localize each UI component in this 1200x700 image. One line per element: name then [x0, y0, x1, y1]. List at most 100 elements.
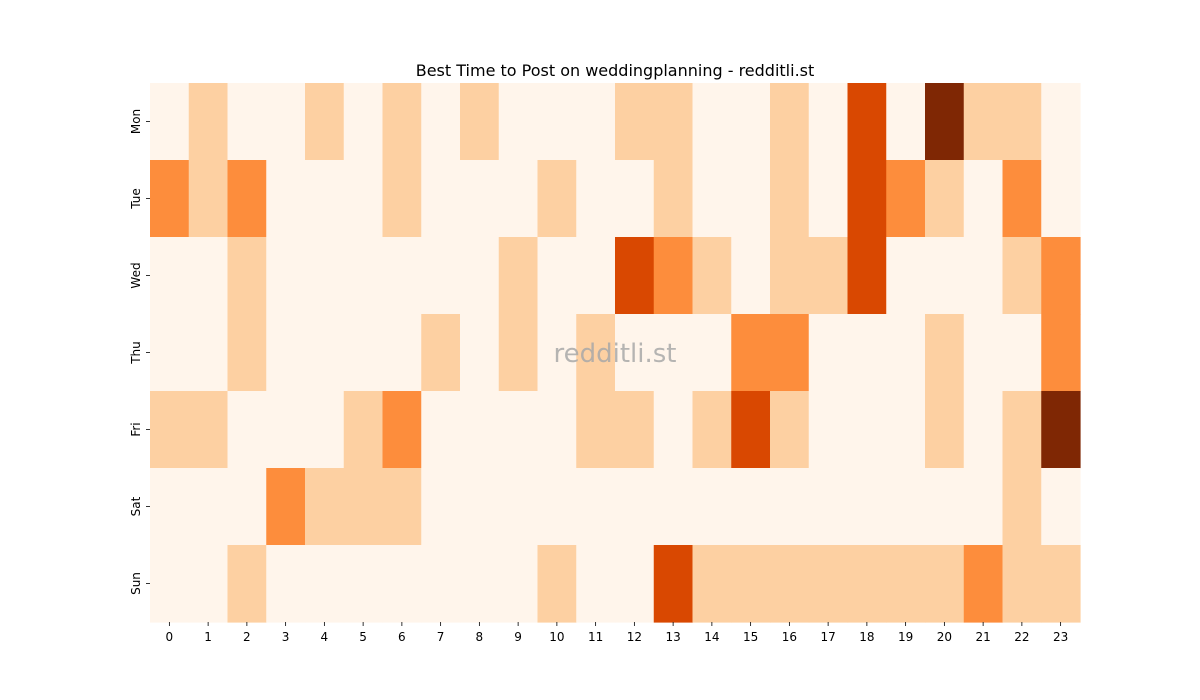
heatmap-cell-tue-17: [808, 160, 849, 238]
x-tick-label: 16: [782, 630, 797, 644]
heatmap-cell-wed-3: [266, 237, 306, 315]
heatmap-cell-fri-2: [227, 391, 267, 469]
heatmap-cell-sun-7: [421, 545, 461, 623]
watermark-text: redditli.st: [554, 339, 677, 369]
heatmap-cell-fri-19: [886, 391, 926, 469]
heatmap-cell-wed-2: [227, 237, 267, 315]
heatmap-cell-tue-14: [692, 160, 732, 238]
heatmap-cell-tue-7: [421, 160, 461, 238]
x-tick-label: 18: [859, 630, 874, 644]
x-tick-label: 23: [1053, 630, 1068, 644]
heatmap-cell-mon-0: [150, 83, 190, 161]
heatmap-cell-wed-22: [1002, 237, 1042, 315]
heatmap-cell-wed-8: [460, 237, 500, 315]
heatmap-cell-mon-17: [808, 83, 849, 161]
heatmap-cell-tue-1: [188, 160, 229, 238]
heatmap-cell-fri-10: [537, 391, 577, 469]
heatmap-cell-thu-9: [498, 314, 539, 392]
heatmap-cell-thu-17: [808, 314, 849, 392]
heatmap-cell-mon-8: [460, 83, 500, 161]
x-tick-label: 17: [820, 630, 835, 644]
y-tick-label: Thu: [129, 341, 143, 365]
heatmap-cell-wed-13: [653, 237, 694, 315]
heatmap-cell-tue-2: [227, 160, 267, 238]
x-tick-label: 5: [359, 630, 367, 644]
heatmap-cell-fri-5: [343, 391, 384, 469]
heatmap-cell-mon-3: [266, 83, 306, 161]
heatmap-cell-fri-23: [1041, 391, 1081, 469]
heatmap-cell-sat-3: [266, 468, 306, 546]
heatmap-cell-sat-5: [343, 468, 384, 546]
heatmap-cell-thu-0: [150, 314, 190, 392]
heatmap-cell-mon-18: [847, 83, 887, 161]
heatmap-cell-fri-16: [770, 391, 810, 469]
heatmap-cell-thu-11: [576, 314, 616, 392]
heatmap-cell-thu-18: [847, 314, 887, 392]
heatmap-cell-mon-10: [537, 83, 577, 161]
heatmap-cell-mon-21: [963, 83, 1004, 161]
x-tick-label: 6: [398, 630, 406, 644]
x-tick-label: 8: [476, 630, 484, 644]
heatmap-cell-fri-11: [576, 391, 616, 469]
heatmap-cell-thu-1: [188, 314, 229, 392]
heatmap-cell-thu-12: [615, 314, 655, 392]
x-tick-label: 14: [704, 630, 719, 644]
heatmap-cell-wed-19: [886, 237, 926, 315]
heatmap-cell-mon-14: [692, 83, 732, 161]
x-tick-label: 12: [627, 630, 642, 644]
heatmap-cell-wed-18: [847, 237, 887, 315]
heatmap-cell-fri-7: [421, 391, 461, 469]
x-tick-label: 19: [898, 630, 913, 644]
heatmap-cell-sun-16: [770, 545, 810, 623]
heatmap-cell-thu-3: [266, 314, 306, 392]
heatmap-cell-mon-20: [925, 83, 965, 161]
y-tick-label: Mon: [129, 109, 143, 134]
heatmap-cell-fri-4: [305, 391, 345, 469]
heatmap-cell-sat-8: [460, 468, 500, 546]
heatmap-cell-sun-4: [305, 545, 345, 623]
heatmap-cell-sat-15: [731, 468, 771, 546]
heatmap-cell-wed-21: [963, 237, 1004, 315]
x-tick-label: 10: [549, 630, 564, 644]
heatmap-cell-fri-21: [963, 391, 1004, 469]
heatmap-cell-sun-0: [150, 545, 190, 623]
heatmap-cell-mon-13: [653, 83, 694, 161]
heatmap-cell-thu-21: [963, 314, 1004, 392]
heatmap-cell-mon-19: [886, 83, 926, 161]
heatmap-cell-sun-18: [847, 545, 887, 623]
heatmap-cell-thu-15: [731, 314, 771, 392]
heatmap-cell-wed-0: [150, 237, 190, 315]
heatmap-cell-fri-14: [692, 391, 732, 469]
heatmap-cell-wed-5: [343, 237, 384, 315]
heatmap-cell-mon-5: [343, 83, 384, 161]
heatmap-cell-sat-0: [150, 468, 190, 546]
heatmap-cell-sun-9: [498, 545, 539, 623]
heatmap-cell-fri-3: [266, 391, 306, 469]
chart-title: Best Time to Post on weddingplanning - r…: [416, 61, 815, 80]
y-tick-label: Fri: [129, 422, 143, 436]
heatmap-cell-sun-8: [460, 545, 500, 623]
heatmap-cell-tue-4: [305, 160, 345, 238]
x-tick-label: 15: [743, 630, 758, 644]
heatmap-cell-tue-13: [653, 160, 694, 238]
heatmap-cell-thu-6: [382, 314, 422, 392]
x-tick-label: 13: [665, 630, 680, 644]
heatmap-cell-sat-22: [1002, 468, 1042, 546]
heatmap-cell-sun-2: [227, 545, 267, 623]
heatmap-cell-wed-16: [770, 237, 810, 315]
heatmap-cell-mon-9: [498, 83, 539, 161]
heatmap-cell-tue-23: [1041, 160, 1081, 238]
heatmap-cell-mon-1: [188, 83, 229, 161]
heatmap-cell-tue-6: [382, 160, 422, 238]
heatmap-cell-wed-7: [421, 237, 461, 315]
heatmap-cell-sun-6: [382, 545, 422, 623]
heatmap-cell-tue-9: [498, 160, 539, 238]
heatmap-cell-thu-23: [1041, 314, 1081, 392]
heatmap-cell-sat-21: [963, 468, 1004, 546]
heatmap-cell-tue-19: [886, 160, 926, 238]
heatmap-cell-fri-12: [615, 391, 655, 469]
heatmap-cell-wed-1: [188, 237, 229, 315]
heatmap-cell-fri-20: [925, 391, 965, 469]
heatmap-cell-sat-11: [576, 468, 616, 546]
heatmap-cell-fri-1: [188, 391, 229, 469]
